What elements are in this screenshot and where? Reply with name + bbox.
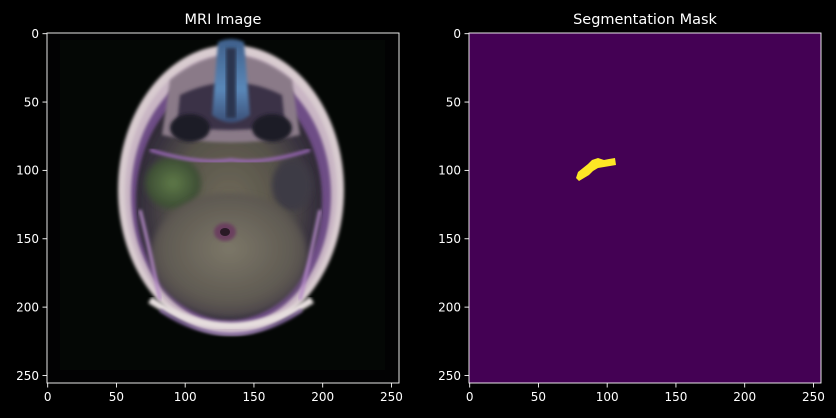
mask-ytick-label: 200 bbox=[438, 300, 461, 314]
mask-ytick-label: 0 bbox=[453, 27, 461, 41]
mask-axes: 0 50 100 150 200 250 0 50 100 150 200 250 bbox=[438, 27, 825, 404]
mri-ytick-label: 250 bbox=[16, 369, 39, 383]
mri-xtick-label: 50 bbox=[109, 390, 124, 404]
mask-ytick-label: 50 bbox=[446, 95, 461, 109]
mask-panel-title: Segmentation Mask bbox=[573, 12, 717, 28]
mri-axes: 0 50 100 150 200 250 0 50 100 150 200 250 bbox=[16, 27, 403, 404]
mask-ytick-label: 150 bbox=[438, 232, 461, 246]
mri-xtick-label: 100 bbox=[174, 390, 197, 404]
mri-ytick-label: 100 bbox=[16, 164, 39, 178]
mri-xtick-label: 0 bbox=[44, 390, 52, 404]
mri-xtick-label: 200 bbox=[311, 390, 334, 404]
mask-xtick-label: 100 bbox=[596, 390, 619, 404]
mri-xtick-label: 150 bbox=[242, 390, 265, 404]
mask-ytick-label: 250 bbox=[438, 369, 461, 383]
mri-xtick-label: 250 bbox=[380, 390, 403, 404]
mri-ytick-label: 50 bbox=[24, 95, 39, 109]
mri-panel: MRI Image bbox=[16, 12, 403, 404]
mri-ytick-label: 0 bbox=[31, 27, 39, 41]
mask-xtick-label: 150 bbox=[664, 390, 687, 404]
mask-region bbox=[576, 158, 616, 181]
mask-xtick-label: 50 bbox=[531, 390, 546, 404]
mri-ytick-label: 200 bbox=[16, 300, 39, 314]
mask-background bbox=[469, 33, 821, 383]
mask-panel: Segmentation Mask 0 50 100 150 200 250 0 50 100 1… bbox=[438, 12, 825, 404]
mask-image bbox=[469, 33, 821, 383]
mask-ytick-label: 100 bbox=[438, 164, 461, 178]
mri-panel-title: MRI Image bbox=[185, 12, 262, 28]
mask-xtick-label: 250 bbox=[802, 390, 825, 404]
mri-image bbox=[47, 33, 399, 383]
mri-ytick-label: 150 bbox=[16, 232, 39, 246]
mask-axes-frame bbox=[468, 32, 822, 384]
mask-xtick-label: 0 bbox=[466, 390, 474, 404]
mask-xtick-label: 200 bbox=[733, 390, 756, 404]
mri-axes-frame bbox=[46, 32, 400, 384]
